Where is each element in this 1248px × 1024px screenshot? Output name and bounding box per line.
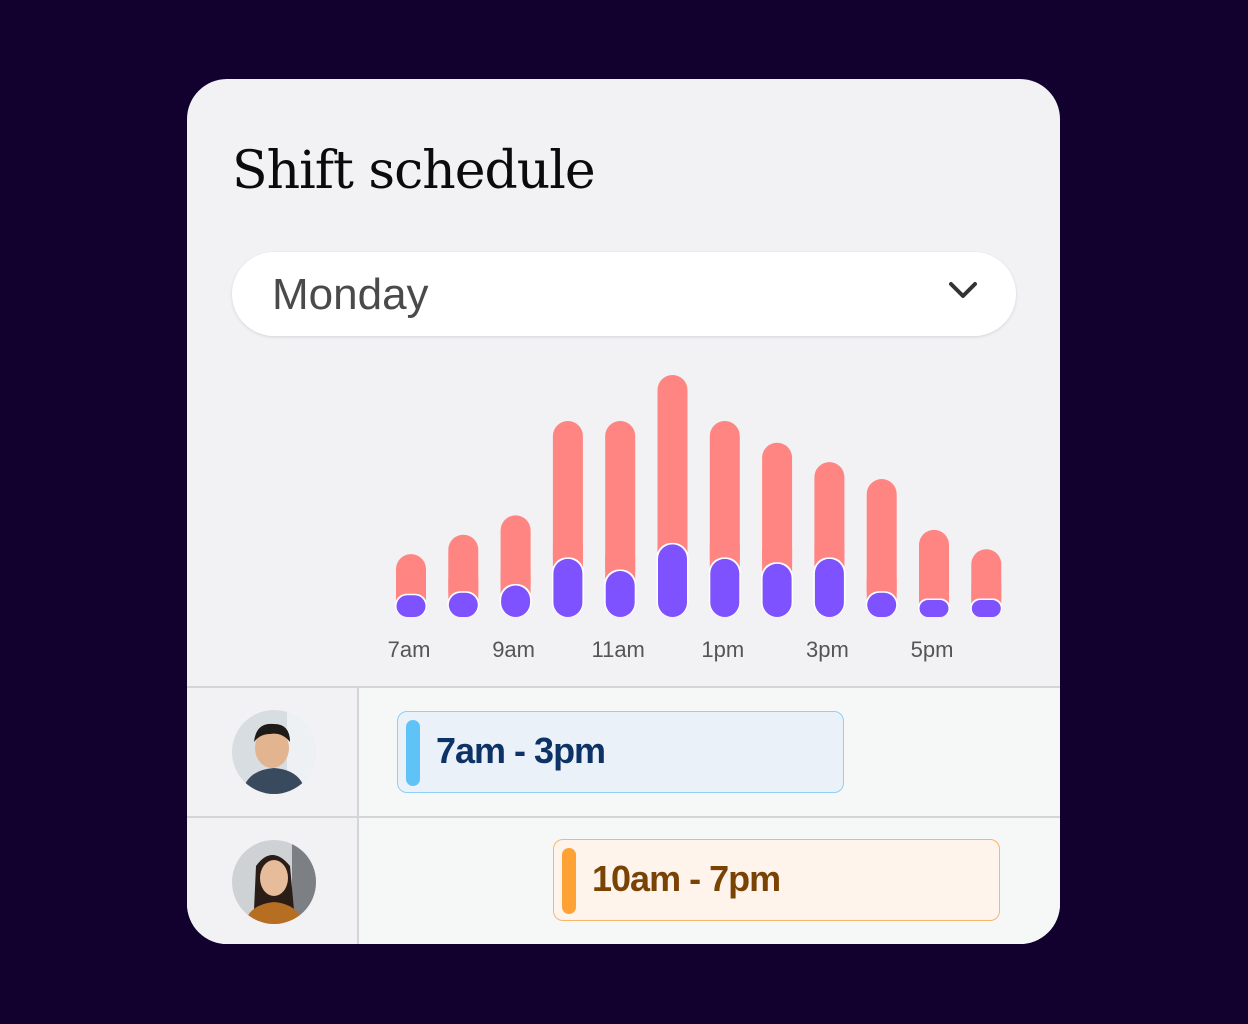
staffed-bar	[971, 600, 1001, 617]
shift-time: 10am - 7pm	[592, 858, 781, 899]
staffed-bar	[919, 600, 949, 617]
avatar	[232, 840, 316, 924]
demand-bar-fill	[866, 577, 897, 593]
demand-bar-fill	[919, 585, 949, 601]
shift-time: 7am - 3pm	[436, 730, 606, 771]
chevron-down-icon	[949, 282, 977, 298]
demand-bar-fill	[709, 543, 740, 559]
demand-bar-fill	[814, 543, 845, 559]
demand-bar-fill	[448, 577, 479, 593]
demand-bar-fill	[552, 543, 583, 559]
shift-accent-bar	[406, 720, 420, 786]
staffed-bar	[448, 592, 478, 617]
staffed-bar	[814, 558, 844, 617]
staffed-bar	[501, 585, 531, 617]
demand-bar-fill	[605, 556, 636, 572]
shift-accent-bar	[562, 848, 576, 914]
staffed-bar	[605, 571, 635, 617]
staffing-chart: 7am 9am 11am 1pm 3pm 5pm	[388, 375, 1003, 662]
day-select[interactable]: Monday	[232, 252, 1016, 336]
demand-bar-fill	[500, 570, 531, 586]
x-tick-label: 9am	[492, 637, 535, 662]
x-tick-label: 7am	[388, 637, 431, 662]
page-title: Shift schedule	[232, 141, 596, 201]
demand-bar-fill	[396, 580, 426, 596]
demand-bar-fill	[762, 548, 793, 564]
x-tick-label: 11am	[591, 637, 644, 662]
shift-row	[187, 688, 1060, 818]
staffed-bar	[867, 592, 897, 617]
x-tick-label: 1pm	[701, 637, 744, 662]
day-select-value: Monday	[272, 270, 429, 319]
demand-bar-fill	[657, 529, 688, 545]
x-tick-label: 3pm	[806, 637, 849, 662]
shift-block-2[interactable]: 10am - 7pm	[553, 839, 1000, 921]
shift-block-1[interactable]: 7am - 3pm	[397, 711, 844, 793]
staffed-bar	[396, 595, 426, 617]
staffed-bar	[658, 544, 687, 617]
shift-schedule-card: Shift schedule Monday 7am 9am 11am 1pm 3pm 5p…	[187, 79, 1060, 944]
demand-bar-fill	[971, 585, 1002, 601]
staffed-bar	[710, 558, 740, 617]
staffed-bar	[553, 558, 583, 617]
staffed-bar	[762, 563, 792, 617]
avatar	[232, 710, 316, 794]
x-tick-label: 5pm	[911, 637, 954, 662]
